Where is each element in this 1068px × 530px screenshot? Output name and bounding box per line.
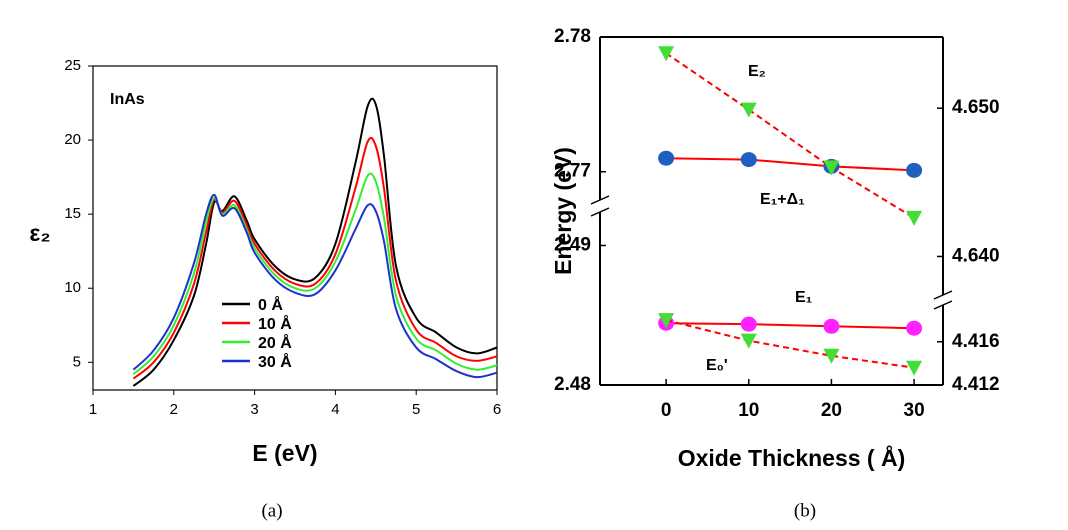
marker xyxy=(658,150,675,166)
x-tick-label: 3 xyxy=(250,401,258,418)
y-tick-label: 4.412 xyxy=(952,374,1000,395)
x-tick-label: 4 xyxy=(331,401,339,418)
series-label: E₂ xyxy=(748,63,766,80)
y-tick-label: 10 xyxy=(64,279,81,296)
line xyxy=(132,97,498,387)
x-tick-label: 1 xyxy=(89,401,97,418)
caption: (b) xyxy=(794,500,816,521)
series-label: E₀' xyxy=(706,357,728,374)
line xyxy=(665,52,915,219)
marker xyxy=(906,320,923,336)
legend-label: 10 Å xyxy=(258,314,292,333)
y-tick-label: 5 xyxy=(73,353,81,370)
line xyxy=(132,193,498,379)
legend-label: 0 Å xyxy=(258,295,283,314)
legend-label: 20 Å xyxy=(258,333,292,352)
x-tick-label: 30 xyxy=(904,400,925,421)
line xyxy=(665,319,915,369)
x-axis-label: E (eV) xyxy=(252,440,317,466)
axis-break xyxy=(933,300,953,310)
marker xyxy=(906,360,923,376)
line xyxy=(132,172,498,375)
y-tick-label: 4.416 xyxy=(952,331,1000,352)
marker xyxy=(658,313,675,329)
x-tick-label: 20 xyxy=(821,400,842,421)
marker xyxy=(823,160,840,176)
marker xyxy=(906,210,923,226)
x-tick-label: 10 xyxy=(738,400,759,421)
marker xyxy=(740,333,757,349)
legend-label: 30 Å xyxy=(258,352,292,371)
x-tick-label: 0 xyxy=(661,400,672,421)
x-tick-label: 5 xyxy=(412,401,420,418)
x-axis-label: Oxide Thickness ( Å) xyxy=(678,444,906,471)
y-tick-label: 2.49 xyxy=(554,234,591,255)
marker xyxy=(740,102,757,118)
axis-break xyxy=(590,207,610,217)
caption: (a) xyxy=(261,500,282,521)
axis-break xyxy=(590,195,610,205)
x-tick-label: 6 xyxy=(493,401,501,418)
marker xyxy=(740,316,757,332)
annotation: InAs xyxy=(110,91,145,108)
y-tick-label: 4.640 xyxy=(952,245,1000,266)
x-tick-label: 2 xyxy=(170,401,178,418)
marker xyxy=(658,46,675,62)
marker xyxy=(823,348,840,364)
marker xyxy=(906,162,923,178)
y-axis-label: Energy (eV) xyxy=(550,147,576,275)
axis-break xyxy=(933,290,953,300)
marker xyxy=(740,152,757,168)
y-tick-label: 4.650 xyxy=(952,97,1000,118)
marker xyxy=(823,318,840,334)
y-tick-label: 2.77 xyxy=(554,161,591,182)
y-tick-label: 25 xyxy=(64,57,81,74)
line xyxy=(132,136,498,380)
y-tick-label: 2.78 xyxy=(554,26,591,47)
series-label: E₁ xyxy=(795,289,813,306)
y-tick-label: 15 xyxy=(64,205,81,222)
y-tick-label: 2.48 xyxy=(554,374,591,395)
y-axis-label: ε₂ xyxy=(29,220,50,246)
y-tick-label: 20 xyxy=(64,131,81,148)
plot-frame xyxy=(92,65,498,391)
line xyxy=(666,322,915,330)
series-label: E₁+Δ₁ xyxy=(760,191,805,208)
line xyxy=(666,157,915,172)
